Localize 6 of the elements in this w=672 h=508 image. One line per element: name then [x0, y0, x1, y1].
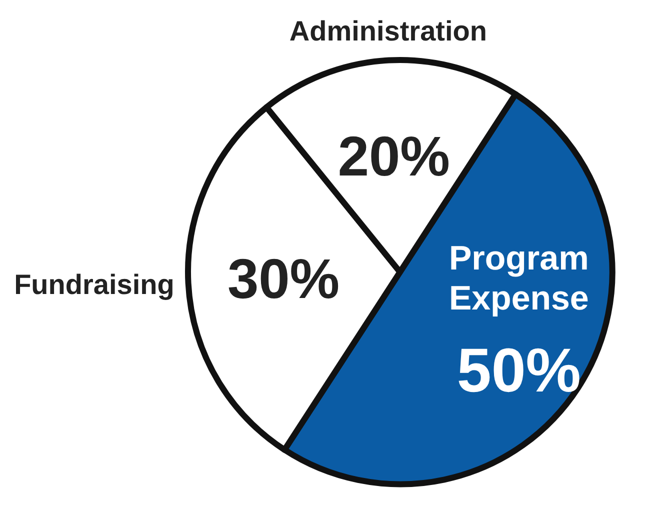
slice-label: Administration: [289, 15, 487, 46]
slice-label: Fundraising: [14, 268, 174, 300]
slice-label: Program Expense: [448, 240, 589, 318]
data-label: 20%: [338, 124, 450, 188]
data-label: 50%: [456, 336, 581, 406]
data-label: 30%: [228, 247, 340, 310]
